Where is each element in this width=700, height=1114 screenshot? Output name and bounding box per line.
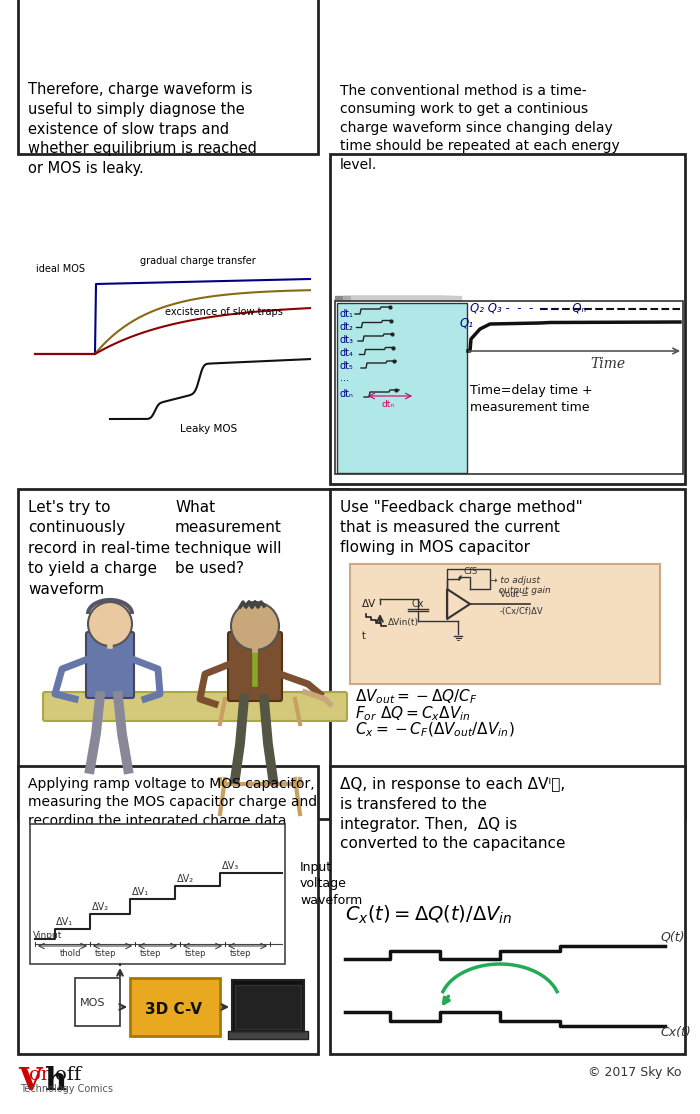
Text: excistence of slow traps: excistence of slow traps [165, 307, 283, 317]
FancyBboxPatch shape [330, 766, 685, 1054]
Text: Q₁: Q₁ [460, 316, 474, 330]
Text: $F_{or}\ \Delta Q = C_x \Delta V_{in}$: $F_{or}\ \Delta Q = C_x \Delta V_{in}$ [355, 704, 470, 723]
FancyBboxPatch shape [86, 632, 134, 698]
Circle shape [231, 602, 279, 649]
Text: V: V [18, 1066, 42, 1097]
Text: Leaky MOS: Leaky MOS [180, 424, 237, 434]
Text: thold: thold [60, 949, 81, 958]
Text: dt₃: dt₃ [340, 335, 354, 345]
Text: $\Delta V_{out} = -\Delta Q/C_F$: $\Delta V_{out} = -\Delta Q/C_F$ [355, 687, 477, 705]
Text: Input
voltage
waveform: Input voltage waveform [300, 861, 363, 907]
Text: © 2017 Sky Ko: © 2017 Sky Ko [589, 1066, 682, 1079]
Text: Technology Comics: Technology Comics [20, 1084, 113, 1094]
Text: Applying ramp voltage to MOS capacitor,
measuring the MOS capacitor charge and
r: Applying ramp voltage to MOS capacitor, … [28, 776, 317, 828]
Text: The conventional method is a time-
consuming work to get a continious
charge wav: The conventional method is a time- consu… [340, 84, 620, 172]
Text: t: t [362, 631, 366, 641]
Text: on: on [29, 1066, 53, 1084]
FancyBboxPatch shape [18, 0, 318, 154]
Text: ΔV₁: ΔV₁ [56, 917, 73, 927]
Text: $C_x = -C_F(\Delta V_{out}/\Delta V_{in})$: $C_x = -C_F(\Delta V_{out}/\Delta V_{in}… [355, 721, 514, 740]
Text: off: off [55, 1066, 81, 1084]
Text: Vinput: Vinput [33, 931, 62, 940]
Text: tstep: tstep [230, 949, 251, 958]
Polygon shape [447, 589, 470, 619]
Text: Cf: Cf [463, 567, 473, 577]
Text: Time: Time [590, 356, 625, 371]
Text: ΔV₂: ΔV₂ [92, 902, 109, 912]
FancyBboxPatch shape [30, 824, 285, 964]
FancyBboxPatch shape [235, 985, 301, 1029]
FancyBboxPatch shape [330, 154, 685, 483]
Text: Q₂ Q₃ -  -  -  -  -  - Qₙ: Q₂ Q₃ - - - - - - Qₙ [470, 302, 587, 314]
Text: Use "Feedback charge method"
that is measured the current
flowing in MOS capacit: Use "Feedback charge method" that is mea… [340, 500, 582, 555]
Bar [335, 296, 445, 304]
Text: h: h [44, 1066, 66, 1097]
Text: ideal MOS: ideal MOS [36, 264, 85, 274]
FancyBboxPatch shape [337, 303, 467, 473]
FancyBboxPatch shape [18, 766, 318, 1054]
Bar [351, 296, 461, 304]
Text: → to adjust
   output gain: → to adjust output gain [490, 576, 551, 595]
Text: Therefore, charge waveform is
useful to simply diagnose the
existence of slow tr: Therefore, charge waveform is useful to … [28, 82, 257, 176]
FancyBboxPatch shape [330, 489, 685, 819]
Text: Vout =: Vout = [500, 590, 528, 599]
Text: dtₙ: dtₙ [382, 400, 395, 409]
Text: dt₄: dt₄ [340, 348, 354, 358]
FancyBboxPatch shape [18, 489, 348, 819]
Text: What
measurement
technique will
be used?: What measurement technique will be used? [175, 500, 282, 576]
Text: ΔV: ΔV [362, 599, 377, 609]
Text: dtₙ: dtₙ [340, 389, 354, 399]
FancyBboxPatch shape [43, 692, 347, 721]
Text: Cx(t): Cx(t) [660, 1026, 691, 1039]
Text: $C_x(t) = \Delta Q(t)/\Delta V_{in}$: $C_x(t) = \Delta Q(t)/\Delta V_{in}$ [345, 903, 512, 927]
Text: S: S [472, 567, 477, 576]
Text: dt₂: dt₂ [340, 322, 354, 332]
Text: MOS: MOS [80, 998, 106, 1008]
Text: ...: ... [340, 373, 349, 383]
Text: ΔV₂: ΔV₂ [177, 874, 194, 885]
FancyBboxPatch shape [335, 301, 683, 473]
Text: dt₁: dt₁ [340, 309, 354, 319]
FancyBboxPatch shape [130, 978, 220, 1036]
Text: dt₅: dt₅ [340, 361, 354, 371]
FancyBboxPatch shape [350, 564, 660, 684]
Text: 3D C-V: 3D C-V [145, 1001, 202, 1016]
Bar [343, 296, 453, 304]
FancyBboxPatch shape [228, 1030, 308, 1039]
Text: -(Cx/Cf)ΔV: -(Cx/Cf)ΔV [500, 607, 544, 616]
Text: ΔV₁: ΔV₁ [132, 887, 149, 897]
Text: ΔV₃: ΔV₃ [222, 861, 239, 871]
Text: Q(t): Q(t) [660, 931, 685, 944]
Circle shape [88, 602, 132, 646]
Text: ΔQ, in response to each ΔVᴵ₏,
is transfered to the
integrator. Then,  ΔQ is
conv: ΔQ, in response to each ΔVᴵ₏, is transfe… [340, 776, 566, 851]
Text: Time=delay time +
measurement time: Time=delay time + measurement time [470, 384, 593, 414]
FancyBboxPatch shape [228, 632, 282, 701]
Text: tstep: tstep [95, 949, 116, 958]
Text: gradual charge transfer: gradual charge transfer [140, 256, 256, 266]
Text: tstep: tstep [185, 949, 206, 958]
Text: Let's try to
continuously
record in real-time
to yield a charge
waveform: Let's try to continuously record in real… [28, 500, 170, 597]
Text: ΔVin(t): ΔVin(t) [388, 618, 419, 627]
Text: Cx: Cx [412, 599, 424, 609]
FancyBboxPatch shape [75, 978, 120, 1026]
FancyBboxPatch shape [232, 980, 304, 1032]
Text: tstep: tstep [140, 949, 162, 958]
